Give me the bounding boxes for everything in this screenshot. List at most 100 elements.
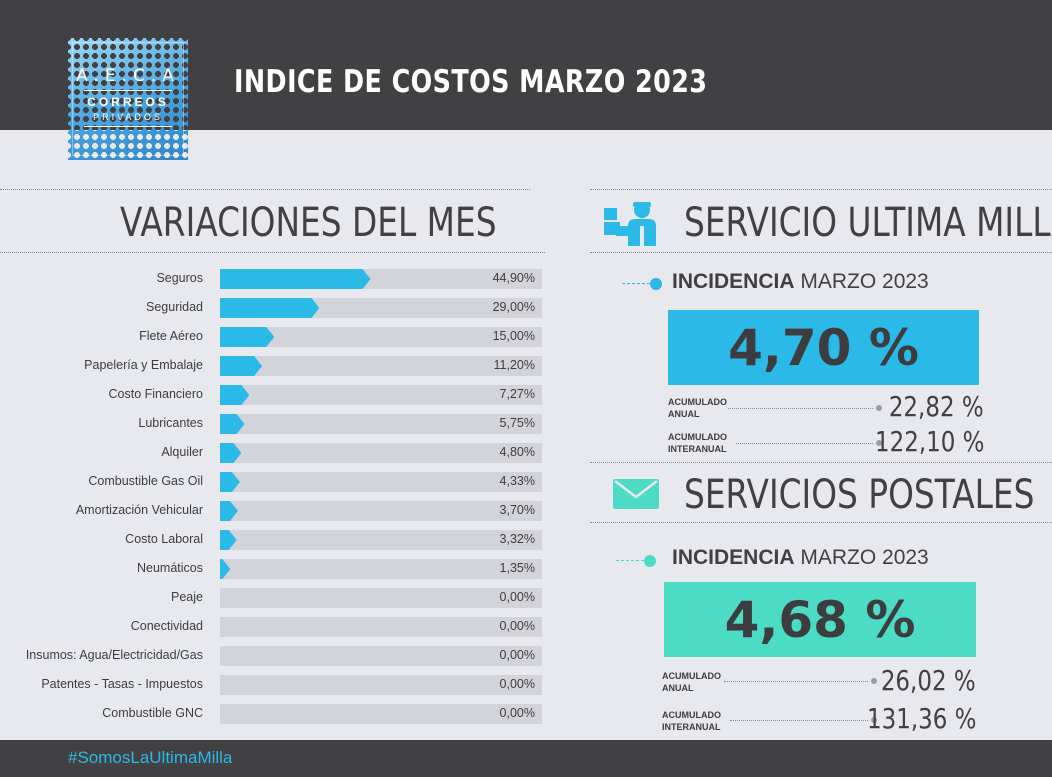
bar-value-label: 0,00% bbox=[499, 619, 535, 633]
bar bbox=[220, 385, 249, 405]
divider bbox=[590, 522, 1052, 523]
bar-row: Flete Aéreo 15,00% bbox=[0, 326, 545, 348]
divider bbox=[590, 252, 1052, 253]
bar-label: Patentes - Tasas - Impuestos bbox=[41, 677, 203, 691]
bar-track bbox=[220, 472, 542, 492]
ultima-milla-title: SERVICIO ULTIMA MILLA bbox=[684, 200, 1052, 246]
page-title: INDICE DE COSTOS MARZO 2023 bbox=[234, 64, 708, 100]
variaciones-title: VARIACIONES DEL MES bbox=[120, 200, 497, 246]
bar-value-label: 3,70% bbox=[499, 503, 535, 517]
bar-row: Costo Laboral 3,32% bbox=[0, 529, 545, 551]
bar-value-label: 0,00% bbox=[499, 590, 535, 604]
bar-row: Conectividad 0,00% bbox=[0, 616, 545, 638]
bar-row: Combustible GNC 0,00% bbox=[0, 703, 545, 725]
incidencia-label: INCIDENCIA MARZO 2023 bbox=[672, 270, 929, 293]
bar-value-label: 3,32% bbox=[499, 532, 535, 546]
divider bbox=[590, 462, 1052, 463]
hashtag-link[interactable]: #SomosLaUltimaMilla bbox=[68, 748, 233, 767]
bar-row: Alquiler 4,80% bbox=[0, 442, 545, 464]
bar-value-label: 1,35% bbox=[499, 561, 535, 575]
bar-value-label: 4,33% bbox=[499, 474, 535, 488]
bar-label: Combustible GNC bbox=[102, 706, 203, 720]
bar-row: Patentes - Tasas - Impuestos 0,00% bbox=[0, 674, 545, 696]
acumulado-anual-label: ACUMULADO ANUAL bbox=[668, 397, 727, 419]
bar-label: Seguros bbox=[156, 271, 203, 285]
bar-track bbox=[220, 385, 542, 405]
bar-track bbox=[220, 617, 542, 637]
bar-track bbox=[220, 269, 542, 289]
bar-track bbox=[220, 501, 542, 521]
bar-value-label: 5,75% bbox=[499, 416, 535, 430]
bar-track bbox=[220, 298, 542, 318]
logo-line3: PRIVADOS bbox=[93, 112, 163, 122]
acumulado-interanual-label: ACUMULADO INTERANUAL bbox=[662, 710, 721, 732]
bar-label: Lubricantes bbox=[138, 416, 203, 430]
divider bbox=[0, 252, 545, 253]
bar bbox=[220, 559, 230, 579]
incidencia-marker bbox=[622, 278, 662, 290]
bar-value-label: 29,00% bbox=[492, 300, 535, 314]
bar bbox=[220, 501, 238, 521]
bar-label: Flete Aéreo bbox=[139, 329, 203, 343]
bar-track bbox=[220, 356, 542, 376]
bar-row: Seguridad 29,00% bbox=[0, 297, 545, 319]
acumulado-anual-value: 22,82 % bbox=[889, 390, 984, 423]
bar-label: Insumos: Agua/Electricidad/Gas bbox=[25, 648, 203, 662]
bar-row: Insumos: Agua/Electricidad/Gas 0,00% bbox=[0, 645, 545, 667]
envelope-icon bbox=[613, 479, 659, 509]
bar bbox=[220, 269, 371, 289]
bar bbox=[220, 443, 241, 463]
bar-track bbox=[220, 646, 542, 666]
bar-label: Costo Financiero bbox=[108, 387, 204, 401]
bar-label: Conectividad bbox=[130, 619, 203, 633]
bar bbox=[220, 414, 245, 434]
bar-track bbox=[220, 704, 542, 724]
bar-row: Combustible Gas Oil 4,33% bbox=[0, 471, 545, 493]
bar-track bbox=[220, 327, 542, 347]
aeca-logo: A.E.C.A CORREOS PRIVADOS bbox=[68, 38, 188, 160]
bar bbox=[220, 472, 240, 492]
bar-row: Amortización Vehicular 3,70% bbox=[0, 500, 545, 522]
bar-value-label: 11,20% bbox=[493, 358, 535, 372]
bar-value-label: 44,90% bbox=[492, 271, 535, 285]
bar-value-label: 15,00% bbox=[492, 329, 535, 343]
bar-value-label: 7,27% bbox=[499, 387, 535, 401]
bar-track bbox=[220, 588, 542, 608]
bar-row: Papelería y Embalaje 11,20% bbox=[0, 355, 545, 377]
bar-label: Papelería y Embalaje bbox=[84, 358, 203, 372]
postales-value: 4,68 % bbox=[664, 582, 976, 657]
logo-line1: A.E.C.A bbox=[76, 66, 180, 86]
bar bbox=[220, 327, 274, 347]
footer-bar: #SomosLaUltimaMilla bbox=[0, 740, 1052, 777]
acumulado-interanual-label: ACUMULADO INTERANUAL bbox=[668, 432, 727, 454]
incidencia-label: INCIDENCIA MARZO 2023 bbox=[672, 546, 929, 569]
bar bbox=[220, 298, 319, 318]
bar-label: Alquiler bbox=[161, 445, 203, 459]
acumulado-interanual-value: 131,36 % bbox=[866, 702, 976, 735]
bar bbox=[220, 530, 237, 550]
divider bbox=[0, 189, 530, 190]
bar-row: Costo Financiero 7,27% bbox=[0, 384, 545, 406]
bar-track bbox=[220, 530, 542, 550]
bar-value-label: 0,00% bbox=[499, 677, 535, 691]
bar-value-label: 4,80% bbox=[499, 445, 535, 459]
bar-row: Peaje 0,00% bbox=[0, 587, 545, 609]
acumulado-anual-value: 26,02 % bbox=[881, 664, 976, 697]
bar-label: Amortización Vehicular bbox=[75, 503, 203, 517]
bar-row: Lubricantes 5,75% bbox=[0, 413, 545, 435]
logo-line2: CORREOS bbox=[87, 95, 169, 109]
delivery-person-icon bbox=[604, 202, 656, 246]
bar-track bbox=[220, 559, 542, 579]
bar-track bbox=[220, 443, 542, 463]
bar-row: Neumáticos 1,35% bbox=[0, 558, 545, 580]
acumulado-interanual-value: 122,10 % bbox=[874, 425, 984, 458]
bar-label: Combustible Gas Oil bbox=[88, 474, 203, 488]
bar-value-label: 0,00% bbox=[499, 706, 535, 720]
bar-label: Seguridad bbox=[146, 300, 203, 314]
stamp-shape bbox=[68, 38, 188, 160]
ultima-milla-value: 4,70 % bbox=[668, 310, 979, 385]
divider bbox=[590, 189, 1052, 190]
postales-title: SERVICIOS POSTALES bbox=[684, 472, 1035, 518]
acumulado-anual-label: ACUMULADO ANUAL bbox=[662, 671, 721, 693]
bar-value-label: 0,00% bbox=[499, 648, 535, 662]
